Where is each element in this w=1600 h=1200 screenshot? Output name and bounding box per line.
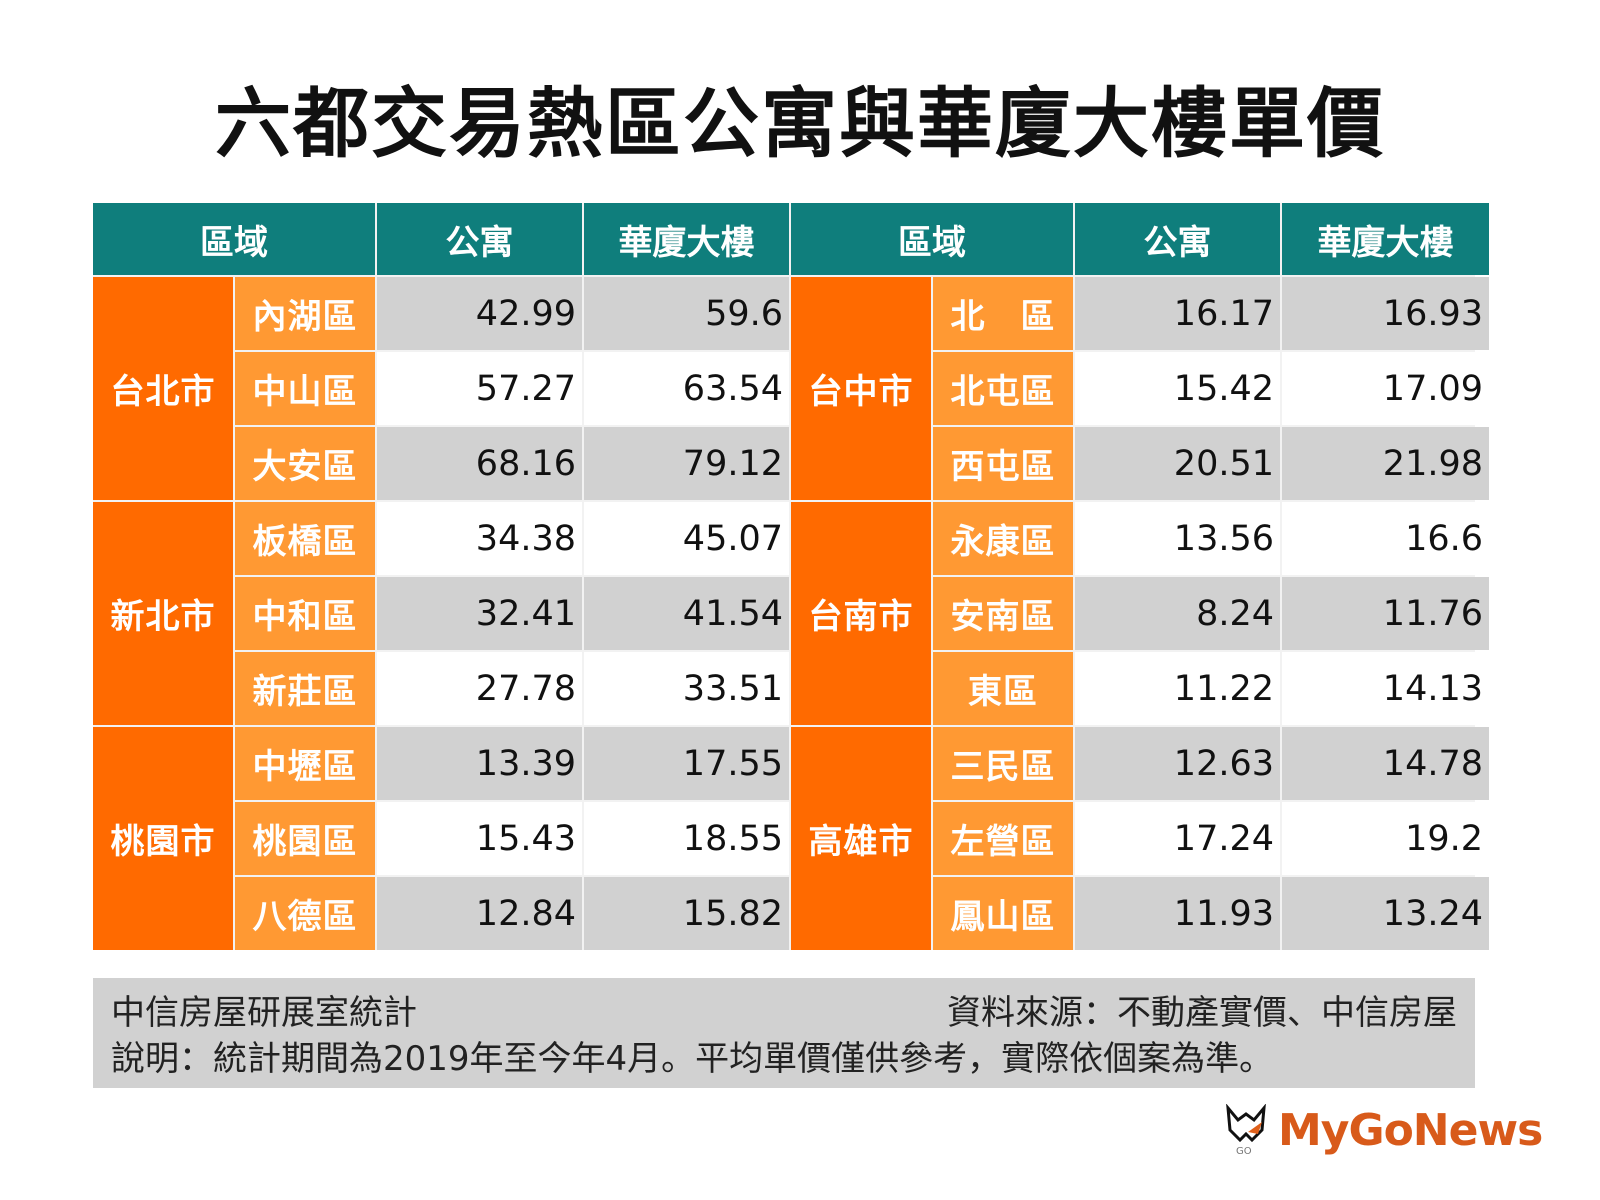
district-cell: 內湖區 [235, 277, 375, 350]
city-cell: 新北市 [93, 502, 233, 725]
apartment-price: 68.16 [377, 427, 582, 500]
district-cell: 新莊區 [235, 652, 375, 725]
district-cell: 左營區 [933, 802, 1073, 875]
district-cell: 鳳山區 [933, 877, 1073, 950]
note-text: 說明：統計期間為2019年至今年4月。平均單價僅供參考，實際依個案為準。 [111, 1038, 1274, 1079]
header-apartment-left: 公寓 [377, 203, 582, 275]
building-price: 16.6 [1282, 502, 1489, 575]
city-cell: 桃園市 [93, 727, 233, 950]
building-price: 59.6 [584, 277, 789, 350]
apartment-price: 34.38 [377, 502, 582, 575]
building-price: 14.13 [1282, 652, 1489, 725]
apartment-price: 27.78 [377, 652, 582, 725]
apartment-price: 12.84 [377, 877, 582, 950]
building-price: 17.55 [584, 727, 789, 800]
building-price: 13.24 [1282, 877, 1489, 950]
apartment-price: 17.24 [1075, 802, 1280, 875]
apartment-price: 12.63 [1075, 727, 1280, 800]
apartment-price: 13.56 [1075, 502, 1280, 575]
city-cell: 台北市 [93, 277, 233, 500]
building-price: 14.78 [1282, 727, 1489, 800]
building-price: 18.55 [584, 802, 789, 875]
district-cell: 大安區 [235, 427, 375, 500]
district-cell: 北 區 [933, 277, 1073, 350]
building-price: 19.2 [1282, 802, 1489, 875]
apartment-price: 11.93 [1075, 877, 1280, 950]
svg-text:GO: GO [1236, 1146, 1252, 1156]
apartment-price: 32.41 [377, 577, 582, 650]
district-cell: 板橋區 [235, 502, 375, 575]
header-building-left: 華廈大樓 [584, 203, 789, 275]
district-cell: 桃園區 [235, 802, 375, 875]
price-table: 區域 公寓 華廈大樓 區域 公寓 華廈大樓 台北市 內湖區 42.99 59.6… [93, 203, 1489, 950]
header-apartment-right: 公寓 [1075, 203, 1280, 275]
city-cell: 高雄市 [791, 727, 931, 950]
mygonews-logo: GO MyGoNews [1222, 1104, 1543, 1156]
apartment-price: 57.27 [377, 352, 582, 425]
header-region-left: 區域 [93, 203, 375, 275]
district-cell: 西屯區 [933, 427, 1073, 500]
building-price: 41.54 [584, 577, 789, 650]
district-cell: 中壢區 [235, 727, 375, 800]
district-cell: 東區 [933, 652, 1073, 725]
apartment-price: 16.17 [1075, 277, 1280, 350]
district-cell: 中山區 [235, 352, 375, 425]
city-cell: 台中市 [791, 277, 931, 500]
building-price: 17.09 [1282, 352, 1489, 425]
apartment-price: 20.51 [1075, 427, 1280, 500]
district-cell: 中和區 [235, 577, 375, 650]
district-cell: 安南區 [933, 577, 1073, 650]
apartment-price: 13.39 [377, 727, 582, 800]
city-cell: 台南市 [791, 502, 931, 725]
logo-text: MyGoNews [1278, 1104, 1543, 1156]
apartment-price: 15.43 [377, 802, 582, 875]
building-price: 45.07 [584, 502, 789, 575]
apartment-price: 8.24 [1075, 577, 1280, 650]
district-cell: 北屯區 [933, 352, 1073, 425]
apartment-price: 11.22 [1075, 652, 1280, 725]
district-cell: 三民區 [933, 727, 1073, 800]
building-price: 63.54 [584, 352, 789, 425]
source-right: 資料來源：不動產實價、中信房屋 [947, 992, 1457, 1033]
district-cell: 八德區 [235, 877, 375, 950]
building-price: 11.76 [1282, 577, 1489, 650]
page-title: 六都交易熱區公寓與華廈大樓單價 [215, 79, 1385, 168]
header-region-right: 區域 [791, 203, 1073, 275]
district-cell: 永康區 [933, 502, 1073, 575]
apartment-price: 15.42 [1075, 352, 1280, 425]
building-price: 33.51 [584, 652, 789, 725]
source-left: 中信房屋研展室統計 [111, 992, 417, 1033]
building-price: 21.98 [1282, 427, 1489, 500]
building-price: 79.12 [584, 427, 789, 500]
building-price: 15.82 [584, 877, 789, 950]
fox-logo-icon: GO [1226, 1104, 1266, 1156]
footer-notes: 中信房屋研展室統計 資料來源：不動產實價、中信房屋 說明：統計期間為2019年至… [93, 978, 1475, 1088]
building-price: 16.93 [1282, 277, 1489, 350]
apartment-price: 42.99 [377, 277, 582, 350]
header-building-right: 華廈大樓 [1282, 203, 1489, 275]
